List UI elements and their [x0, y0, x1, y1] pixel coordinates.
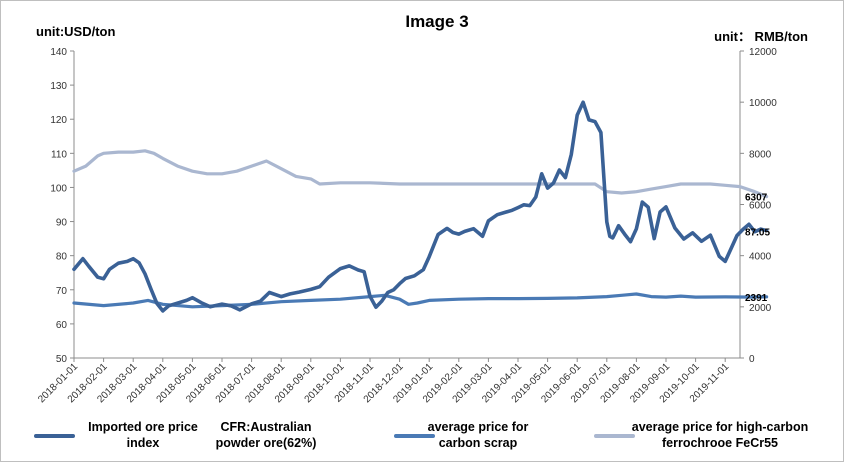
- right-tick-label: 8000: [749, 149, 772, 160]
- right-tick-label: 10000: [749, 98, 777, 109]
- legend-label: Imported ore price: [88, 420, 198, 434]
- right-tick-label: 2000: [749, 303, 772, 314]
- chart-title: Image 3: [405, 12, 468, 31]
- left-tick-label: 100: [50, 183, 67, 194]
- legend-label: carbon scrap: [439, 436, 518, 450]
- left-tick-label: 140: [50, 47, 67, 58]
- left-tick-label: 60: [56, 320, 68, 331]
- series-line-ore-price-index: [72, 100, 769, 313]
- right-tick-label: 4000: [749, 252, 772, 263]
- legend-label: average price for high-carbon: [632, 420, 808, 434]
- left-tick-label: 50: [56, 354, 68, 365]
- right-tick-label: 6000: [749, 201, 772, 212]
- left-tick-label: 110: [51, 149, 67, 160]
- legend-label: average price for: [428, 420, 529, 434]
- left-tick-label: 80: [56, 252, 68, 263]
- right-tick-label: 0: [749, 354, 755, 365]
- legend-label: CFR:Australian: [221, 420, 312, 434]
- legend-label: ferrochrooe FeCr55: [662, 436, 778, 450]
- series-line-carbon-scrap-price: [72, 292, 769, 309]
- right-tick-label: 12000: [749, 47, 777, 58]
- left-axis-unit: unit:USD/ton: [36, 24, 115, 39]
- left-tick-label: 90: [56, 218, 68, 229]
- left-tick-label: 70: [56, 286, 68, 297]
- left-tick-label: 130: [50, 81, 67, 92]
- right-axis-unit: unit： RMB/ton: [714, 29, 808, 44]
- left-tick-label: 120: [50, 115, 67, 126]
- series-line-fecr55-price: [72, 149, 769, 199]
- end-value-label-ore-price-index: 87.05: [745, 228, 770, 239]
- end-value-label-fecr55-price: 6307: [745, 193, 768, 204]
- legend-label: index: [127, 436, 160, 450]
- end-value-label-carbon-scrap-price: 2391: [745, 293, 768, 304]
- legend-label: powder ore(62%): [216, 436, 317, 450]
